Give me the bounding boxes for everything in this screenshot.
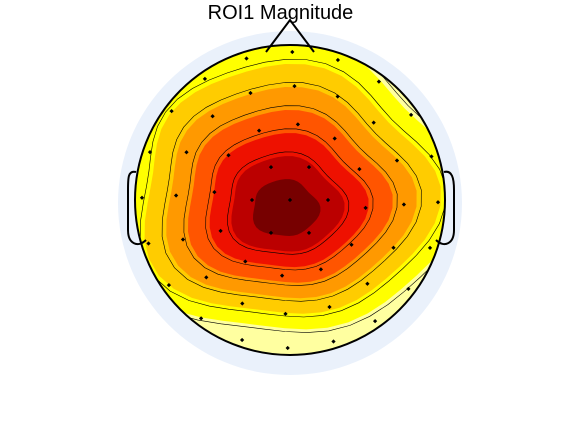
electrode-marker (306, 230, 312, 236)
electrode-marker (147, 149, 153, 155)
electrode-marker (332, 136, 337, 141)
electrode-marker (212, 189, 217, 195)
electrode-marker (372, 318, 378, 324)
electrode-marker (146, 241, 151, 246)
electrode-marker (268, 164, 274, 170)
electrode-marker (287, 197, 293, 203)
electrode-marker (306, 164, 312, 170)
electrode-marker (248, 90, 253, 96)
electrode-marker (268, 230, 274, 236)
electrode-marker (169, 108, 174, 114)
contour-line-5 (205, 128, 374, 271)
electrode-marker (173, 193, 179, 198)
left-ear-outline (127, 170, 147, 246)
electrode-marker (243, 259, 248, 264)
electrode-marker (391, 245, 396, 250)
electrode-marker (210, 114, 215, 119)
contour-line-4 (183, 105, 398, 286)
electrode-marker (349, 242, 354, 247)
nose-outline (265, 18, 315, 53)
electrode-marker (279, 273, 285, 278)
electrode-marker (139, 195, 145, 200)
electrode-marker (198, 316, 204, 321)
electrode-marker (401, 202, 407, 207)
head-outline (127, 18, 455, 356)
electrode-marker (318, 267, 324, 272)
right-ear-outline (435, 170, 455, 246)
electrode-marker (240, 301, 245, 306)
electrode-marker (427, 245, 433, 251)
heat-band-7 (253, 179, 321, 236)
electrode-marker (435, 200, 441, 205)
electrode-marker (202, 76, 208, 82)
electrode-marker (249, 197, 255, 203)
electrode-marker (285, 345, 290, 351)
contour-line-6 (227, 151, 350, 255)
plot-title: ROI1 Magnitude (207, 2, 354, 24)
heatmap-layer (135, 45, 445, 355)
electrode-marker (218, 228, 223, 234)
electrode-marker (365, 281, 370, 286)
electrode-marker (256, 128, 262, 133)
electrode-marker (327, 304, 332, 310)
electrode-marker (239, 337, 245, 343)
electrode-marker (180, 237, 186, 242)
electrode-marker (363, 205, 368, 211)
electrode-marker (283, 311, 288, 317)
electrode-marker (325, 197, 331, 203)
electrode-marker (394, 158, 400, 163)
electrode-marker (331, 339, 336, 344)
electrode-marker (244, 56, 249, 61)
contour-line-2 (139, 59, 445, 318)
electrode-marker (429, 154, 434, 159)
electrode-marker (226, 153, 231, 158)
electrode-marker (204, 275, 209, 280)
head-circle (134, 44, 446, 356)
electrode-marker (357, 166, 362, 172)
electrode-marker (406, 286, 411, 292)
electrode-marker (184, 150, 189, 155)
contour-line-3 (161, 82, 422, 302)
electrode-marker (166, 282, 172, 288)
